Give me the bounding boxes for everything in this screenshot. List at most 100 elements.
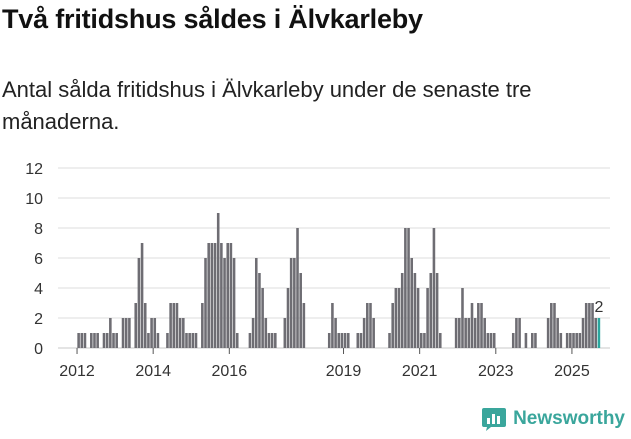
bar [340, 333, 344, 348]
bar [546, 318, 550, 348]
bar [483, 318, 486, 348]
bar [235, 333, 239, 348]
bar [432, 228, 436, 348]
bar [486, 333, 490, 348]
bar [223, 258, 226, 348]
bar [207, 243, 210, 348]
bar [267, 333, 271, 348]
x-tick-label: 2023 [478, 363, 514, 380]
bar [156, 333, 160, 348]
bar [356, 333, 360, 348]
bar [232, 258, 236, 348]
bar [438, 333, 442, 348]
bar [518, 318, 521, 348]
bar [429, 273, 433, 348]
bar [470, 303, 474, 348]
bar [137, 258, 141, 348]
bar [153, 318, 157, 348]
bar [467, 318, 471, 348]
bar [575, 333, 578, 348]
bar [178, 318, 182, 348]
bar [143, 303, 147, 348]
bar [102, 333, 106, 348]
bar [331, 303, 334, 348]
bar [556, 318, 559, 348]
bar [419, 333, 423, 348]
bar [289, 258, 293, 348]
bar [261, 288, 264, 348]
bar [90, 333, 93, 348]
bar [464, 318, 467, 348]
bar [426, 288, 429, 348]
bar [172, 303, 176, 348]
bar [473, 318, 477, 348]
bar [581, 318, 585, 348]
bar [175, 303, 179, 348]
bar [185, 333, 188, 348]
bar [400, 273, 404, 348]
bar [413, 273, 417, 348]
bar-chart: 0 2 4 6 8 10 12 2012 2014 2016 2019 2021 2023 2025 2 [25, 161, 610, 380]
y-tick-label: 4 [34, 281, 43, 298]
bar [591, 303, 594, 348]
bar [461, 288, 464, 348]
bar [584, 303, 588, 348]
x-tick-label: 2012 [59, 363, 95, 380]
bar [299, 273, 302, 348]
bar [77, 333, 80, 348]
x-tick-label: 2025 [554, 363, 590, 380]
bar [286, 288, 290, 348]
bar [410, 258, 414, 348]
bar [569, 333, 572, 348]
bar [343, 333, 347, 348]
bar [121, 318, 125, 348]
bar [96, 333, 99, 348]
bar [204, 258, 207, 348]
bar [572, 333, 575, 348]
bar [213, 243, 217, 348]
bars [77, 213, 601, 348]
bar [194, 333, 198, 348]
bar [226, 243, 230, 348]
bar [283, 318, 287, 348]
y-tick-label: 10 [25, 191, 43, 208]
bar [404, 228, 407, 348]
bar [359, 333, 363, 348]
x-tick-label: 2014 [135, 363, 171, 380]
x-tick-label: 2021 [402, 363, 438, 380]
bar [140, 243, 144, 348]
x-tick-label: 2016 [212, 363, 248, 380]
bar [327, 333, 331, 348]
bar [394, 288, 398, 348]
bar [565, 333, 569, 348]
bar [480, 303, 483, 348]
bar [93, 333, 96, 348]
x-tick-label: 2019 [326, 363, 362, 380]
bar [83, 333, 87, 348]
bar [477, 303, 480, 348]
bar [597, 318, 601, 348]
bar [391, 303, 394, 348]
chart-title: Två fritidshus såldes i Älvkarleby [2, 4, 423, 34]
bar [109, 318, 112, 348]
bar [188, 333, 191, 348]
bar [337, 333, 341, 348]
y-tick-label: 8 [34, 221, 43, 238]
bar [105, 333, 109, 348]
bar [270, 333, 274, 348]
bar [293, 258, 296, 348]
bar [251, 318, 255, 348]
bar [492, 333, 496, 348]
bar [264, 318, 268, 348]
bar [112, 333, 115, 348]
bar [302, 303, 306, 348]
bar [369, 303, 372, 348]
bar [416, 288, 420, 348]
bar [372, 318, 375, 348]
bar [489, 333, 493, 348]
bar [248, 333, 252, 348]
bar [559, 333, 563, 348]
brand-name: Newsworthy [513, 408, 625, 429]
y-tick-label: 0 [34, 341, 43, 358]
bar [530, 333, 534, 348]
